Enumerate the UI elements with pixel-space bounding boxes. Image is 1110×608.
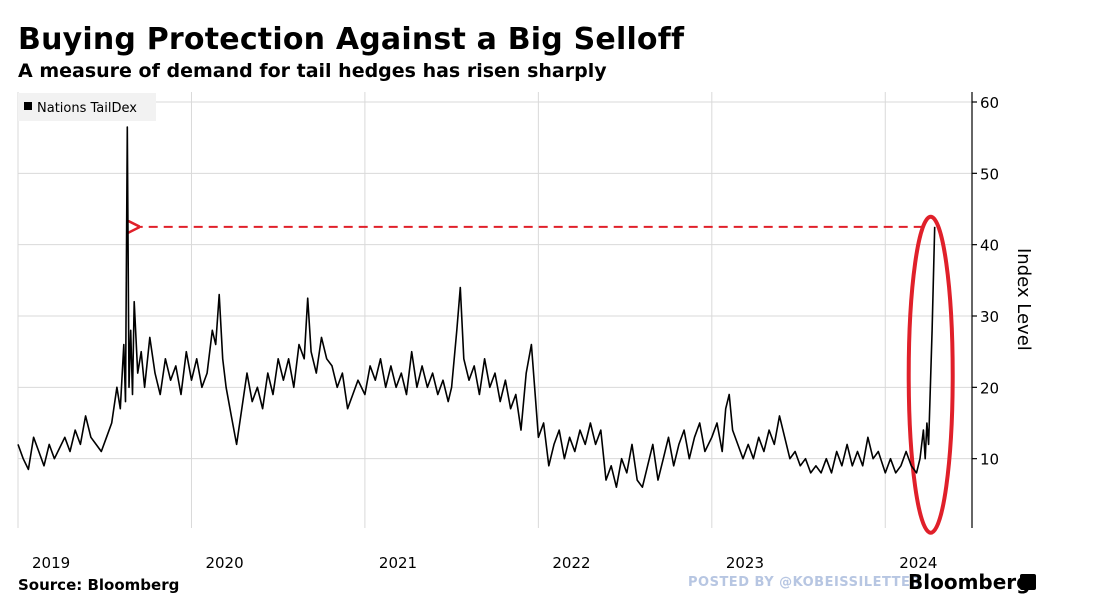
y-tick-label: 30 — [980, 308, 999, 326]
source-note: Source: Bloomberg — [18, 576, 180, 594]
watermark: POSTED BY @KOBEISSILETTER — [688, 575, 921, 590]
y-tick-label: 10 — [980, 451, 999, 469]
y-tick-label: 50 — [980, 165, 999, 183]
x-tick-label: 2022 — [552, 554, 590, 572]
bloomberg-chat-icon — [1020, 574, 1036, 590]
annotations — [137, 214, 955, 535]
x-tick-label: 2020 — [205, 554, 243, 572]
chart-subtitle: A measure of demand for tail hedges has … — [18, 60, 607, 82]
series-line-nations-taildex — [17, 126, 936, 488]
y-tick-label: 60 — [980, 94, 999, 112]
legend-swatch — [24, 102, 32, 110]
x-tick-label: 2021 — [379, 554, 417, 572]
chart-title: Buying Protection Against a Big Selloff — [18, 22, 685, 57]
series — [17, 126, 936, 488]
legend: Nations TailDex — [18, 93, 156, 121]
y-tick-label: 20 — [980, 379, 999, 397]
x-tick-label: 2023 — [726, 554, 764, 572]
y-axis-label: Index Level — [1013, 248, 1034, 351]
bloomberg-logo: Bloomberg — [908, 570, 1031, 594]
grid — [17, 92, 972, 528]
legend-entry: Nations TailDex — [37, 101, 137, 116]
axes: 10 20 30 40 50 60 2019 2020 2021 2022 2023 2024 Inde… — [32, 92, 1034, 572]
x-tick-label: 2019 — [32, 554, 70, 572]
legend-background — [18, 93, 156, 121]
x-tick-label: 2024 — [899, 554, 937, 572]
y-tick-label: 40 — [980, 237, 999, 255]
highlight-ellipse — [906, 214, 955, 535]
